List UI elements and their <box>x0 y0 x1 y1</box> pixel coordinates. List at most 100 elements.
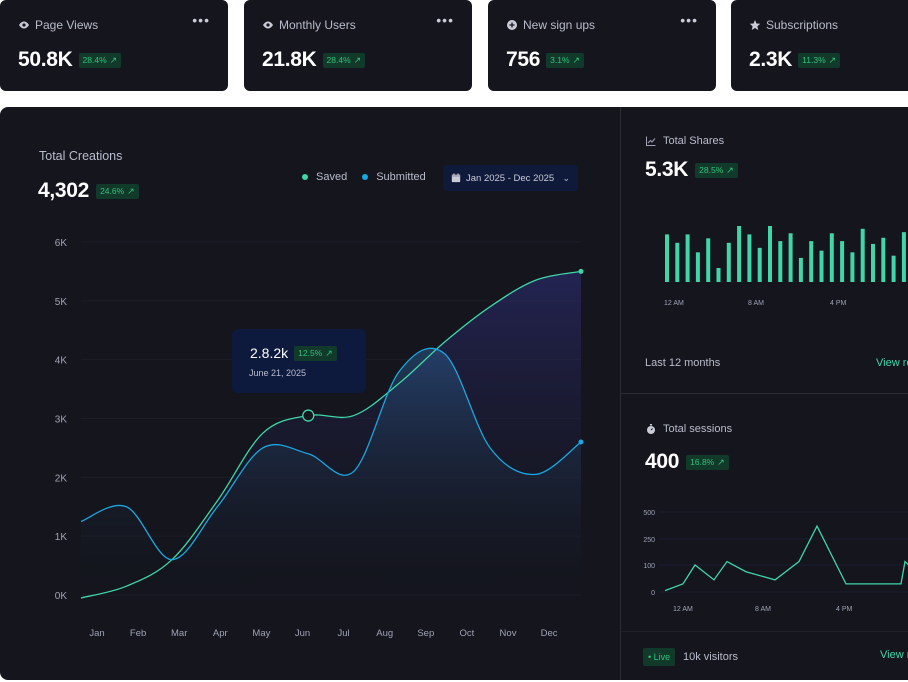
x-tick-label: 4 PM <box>830 300 847 307</box>
arrow-up-right-icon: ↗ <box>726 164 734 175</box>
y-tick-label: 5K <box>55 297 68 308</box>
stat-value: 756 <box>506 48 541 71</box>
bar <box>809 241 814 282</box>
change-text: 16.8% <box>690 456 715 467</box>
section-title: Total Shares <box>645 135 724 147</box>
trending-chart-icon <box>646 136 656 146</box>
x-tick-label: 12 AM <box>673 606 693 613</box>
more-options-button[interactable]: ••• <box>436 12 454 28</box>
section-title-text: Total sessions <box>663 423 733 435</box>
eye-icon <box>263 21 273 29</box>
bar <box>747 234 752 282</box>
y-tick-label: 1K <box>55 532 68 543</box>
y-tick-label: 2K <box>55 473 68 484</box>
arrow-up-right-icon: ↗ <box>717 456 725 467</box>
arrow-up-right-icon: ↗ <box>127 185 135 196</box>
legend-item-saved[interactable]: Saved <box>302 171 347 183</box>
change-badge: 3.1% ↗ <box>546 52 585 68</box>
x-tick-label: 8 AM <box>748 300 764 307</box>
change-text: 28.4% <box>82 54 107 65</box>
change-text: 12.5% <box>298 347 323 358</box>
bar <box>788 233 793 282</box>
change-badge: 11.3% ↗ <box>798 52 841 68</box>
change-text: 24.6% <box>100 185 125 196</box>
x-tick-label: May <box>252 628 270 639</box>
more-options-button[interactable]: ••• <box>680 12 698 28</box>
highlight-point <box>302 409 315 422</box>
stat-header: Page Views <box>18 18 98 32</box>
y-tick-label: 3K <box>55 415 68 426</box>
chart-legend: Saved Submitted <box>302 171 426 183</box>
arrow-up-right-icon: ↗ <box>828 54 837 65</box>
bar <box>881 237 886 282</box>
stat-header: Monthly Users <box>262 18 356 32</box>
stat-label: Page Views <box>35 18 99 32</box>
section-title-text: Total Shares <box>663 135 725 147</box>
bar <box>757 247 762 282</box>
y-tick-label: 500 <box>643 510 655 517</box>
x-tick-label: 8 AM <box>755 606 771 613</box>
y-tick-label: 100 <box>643 563 655 570</box>
date-range-label: Jan 2025 - Dec 2025 <box>466 172 555 184</box>
bar <box>819 250 824 282</box>
x-tick-label: Apr <box>213 628 228 639</box>
stat-label: Subscriptions <box>766 18 839 32</box>
x-tick-label: Oct <box>460 628 475 639</box>
stat-header: Subscriptions <box>749 18 838 32</box>
bar <box>860 228 865 282</box>
arrow-up-right-icon: ↗ <box>109 54 118 65</box>
total-shares-section: Total Shares 5.3K 28.5% ↗ 12 AM 8 AM 4 PM L… <box>621 107 908 394</box>
arrow-up-right-icon: ↗ <box>572 54 581 65</box>
tooltip-date: June 21, 2025 <box>249 368 307 378</box>
stat-label: Monthly Users <box>279 18 356 32</box>
card-title: Total Creations <box>39 149 123 163</box>
view-report-link[interactable]: View report <box>880 649 908 661</box>
tooltip-value: 2.8.2k <box>250 345 289 361</box>
plus-circle-icon <box>507 20 517 30</box>
legend-label: Submitted <box>376 171 426 183</box>
divider <box>621 393 908 394</box>
change-text: 28.4% <box>326 54 351 65</box>
section-title: Total sessions <box>645 423 732 435</box>
chevron-down-icon: ⌄ <box>562 172 570 183</box>
bar <box>665 234 669 282</box>
x-tick-label: Jan <box>89 628 104 639</box>
bar <box>716 268 721 282</box>
x-tick-label: Sep <box>417 628 434 639</box>
change-badge: 16.8% ↗ <box>686 454 729 470</box>
bar <box>871 243 875 282</box>
y-tick-label: 250 <box>643 537 655 544</box>
stat-header: New sign ups <box>506 18 595 32</box>
x-tick-label: 4 PM <box>836 606 853 613</box>
endpoint-submitted <box>578 439 584 445</box>
y-tick-label: 0K <box>55 591 68 602</box>
arrow-up-right-icon: ↗ <box>353 54 362 65</box>
stat-value: 2.3K <box>749 48 793 71</box>
view-report-link[interactable]: View report <box>876 357 908 369</box>
sessions-value: 400 <box>645 450 680 473</box>
bar <box>891 255 896 282</box>
divider <box>621 631 908 632</box>
bar <box>706 238 711 282</box>
arrow-up-right-icon: ↗ <box>325 347 333 358</box>
stat-card-subscriptions: Subscriptions 2.3K 11.3% ↗ <box>731 0 908 91</box>
legend-dot <box>362 174 369 180</box>
change-badge: 28.4% ↗ <box>322 52 366 68</box>
x-tick-label: Mar <box>171 628 187 639</box>
bar <box>695 252 700 282</box>
period-label: Last 12 months <box>645 357 721 369</box>
date-range-picker[interactable]: Jan 2025 - Dec 2025 ⌄ <box>443 165 578 191</box>
bar <box>850 252 855 282</box>
bar <box>737 226 742 282</box>
x-tick-label: Aug <box>376 628 393 639</box>
change-badge: 12.5% ↗ <box>294 345 337 361</box>
total-value: 4,302 <box>38 179 90 202</box>
sessions-line-chart: 0 100 250 500 12 AM 8 AM 4 PM <box>643 510 908 613</box>
side-panel: Total Shares 5.3K 28.5% ↗ 12 AM 8 AM 4 PM L… <box>620 107 908 680</box>
y-tick-label: 6K <box>55 238 68 249</box>
change-text: 28.5% <box>699 164 724 175</box>
legend-item-submitted[interactable]: Submitted <box>362 171 426 183</box>
more-options-button[interactable]: ••• <box>192 12 210 28</box>
x-tick-label: Feb <box>130 628 146 639</box>
total-creations-chart: 0K 1K 2K 3K 4K 5K 6K Jan Feb Mar Apr May Jun Jul Aug Se… <box>55 238 584 639</box>
